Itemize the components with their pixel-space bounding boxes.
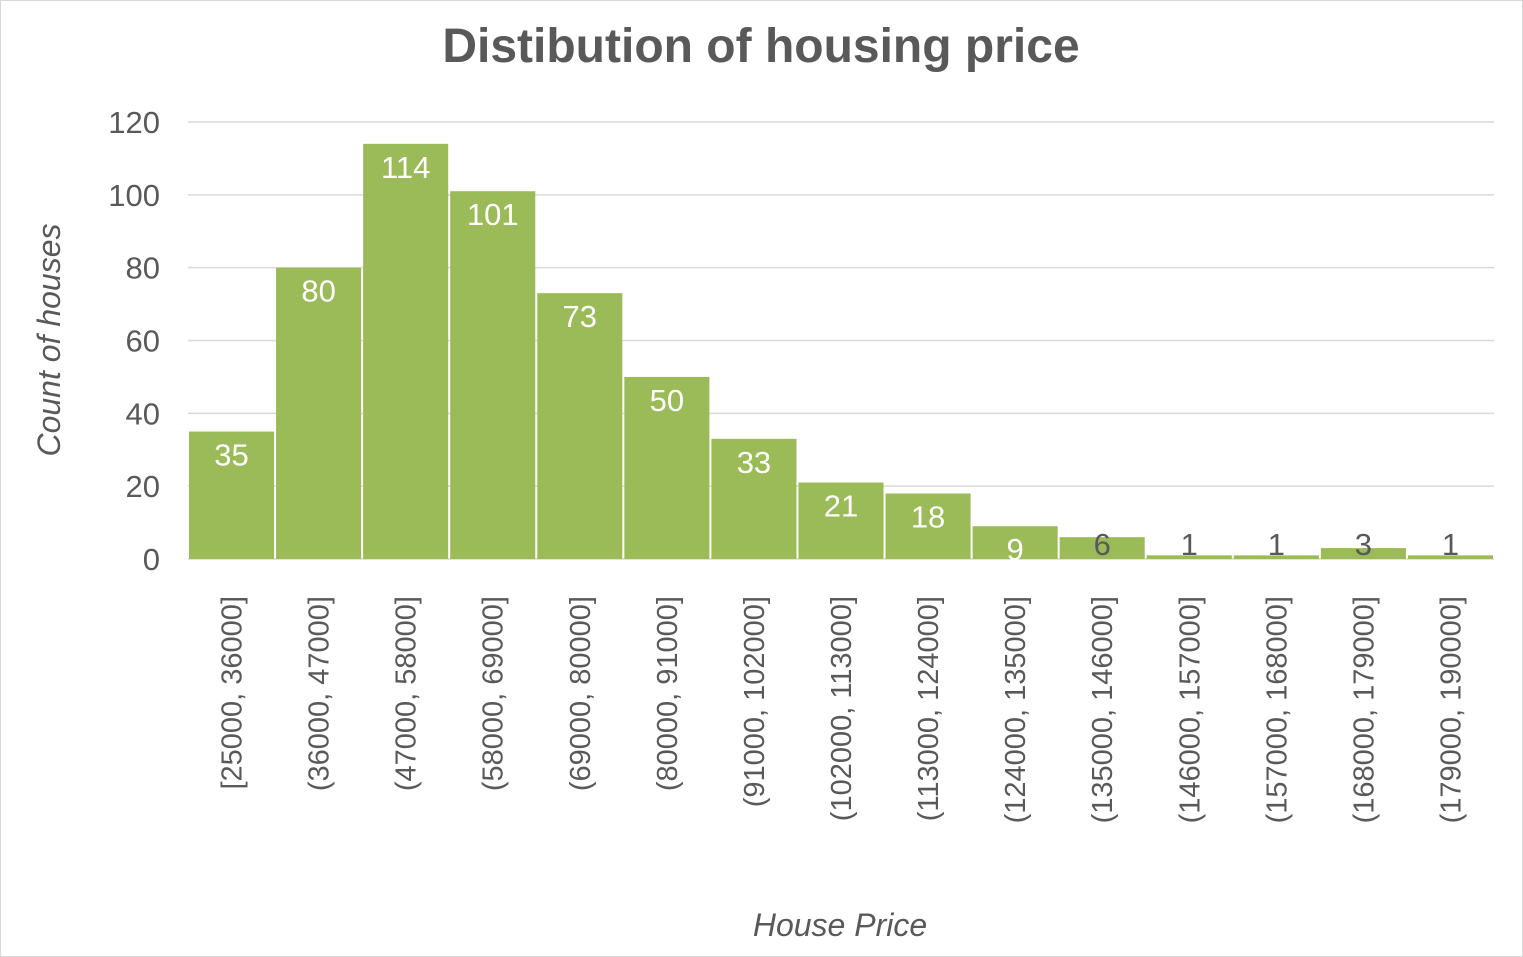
bar bbox=[1059, 537, 1145, 559]
y-tick-label: 120 bbox=[108, 105, 160, 140]
x-tick-label: (146000, 157000] bbox=[1174, 596, 1206, 823]
data-label: 21 bbox=[824, 489, 858, 524]
y-axis-ticks: 0 20 40 60 80 100 120 bbox=[108, 105, 160, 577]
data-label: 35 bbox=[214, 438, 248, 473]
bar bbox=[1320, 548, 1406, 559]
bar bbox=[537, 293, 623, 559]
x-axis-label: House Price bbox=[753, 907, 927, 943]
bar bbox=[972, 526, 1058, 559]
bar bbox=[885, 493, 971, 559]
y-tick-label: 80 bbox=[126, 251, 160, 286]
x-tick-label: (47000, 58000] bbox=[391, 596, 423, 791]
data-label: 6 bbox=[1094, 527, 1111, 562]
data-label: 18 bbox=[911, 499, 945, 534]
x-tick-label: (168000, 179000] bbox=[1348, 596, 1380, 823]
y-axis-label: Count of houses bbox=[31, 223, 67, 456]
y-tick-label: 0 bbox=[143, 542, 160, 577]
x-tick-label: (91000, 102000] bbox=[739, 596, 771, 807]
chart-title: Distibution of housing price bbox=[442, 20, 1079, 73]
bar bbox=[1146, 555, 1232, 559]
bar bbox=[363, 143, 449, 559]
data-labels: 35 80 114 101 73 50 33 21 18 9 6 1 1 3 1 bbox=[214, 150, 1459, 567]
y-tick-label: 100 bbox=[108, 178, 160, 213]
bar bbox=[450, 191, 536, 560]
bars bbox=[189, 143, 1493, 560]
data-label: 3 bbox=[1355, 527, 1372, 562]
data-label: 1 bbox=[1442, 527, 1459, 562]
x-tick-label: (36000, 47000] bbox=[304, 596, 336, 791]
data-label: 9 bbox=[1007, 532, 1024, 567]
data-label: 101 bbox=[467, 197, 519, 232]
y-tick-label: 40 bbox=[126, 396, 160, 431]
x-tick-label: (80000, 91000] bbox=[652, 596, 684, 791]
data-label: 114 bbox=[381, 150, 430, 185]
x-tick-label: (135000, 146000] bbox=[1087, 596, 1119, 823]
bar bbox=[1407, 555, 1493, 559]
bar bbox=[276, 267, 362, 559]
x-tick-label: (113000, 124000] bbox=[913, 596, 945, 821]
y-tick-label: 20 bbox=[126, 469, 160, 504]
data-label: 73 bbox=[563, 299, 597, 334]
data-label: 1 bbox=[1268, 527, 1285, 562]
bar bbox=[711, 438, 797, 559]
x-tick-label: (179000, 190000] bbox=[1435, 596, 1467, 823]
data-label: 50 bbox=[650, 383, 684, 418]
bar bbox=[189, 431, 275, 559]
data-label: 80 bbox=[301, 274, 335, 309]
x-tick-label: (157000, 168000] bbox=[1261, 596, 1293, 823]
x-tick-label: (58000, 69000] bbox=[478, 596, 510, 791]
x-axis-ticks: [25000, 36000] (36000, 47000] (47000, 5800… bbox=[217, 596, 1468, 823]
x-tick-label: (102000, 113000] bbox=[826, 596, 858, 821]
bar bbox=[624, 376, 710, 559]
x-tick-label: [25000, 36000] bbox=[217, 596, 249, 790]
y-tick-label: 60 bbox=[126, 324, 160, 359]
data-label: 1 bbox=[1181, 527, 1198, 562]
x-tick-label: (124000, 135000] bbox=[1000, 596, 1032, 823]
bar bbox=[798, 482, 884, 559]
data-label: 33 bbox=[737, 445, 771, 480]
bar bbox=[1233, 555, 1319, 559]
x-tick-label: (69000, 80000] bbox=[565, 596, 597, 791]
